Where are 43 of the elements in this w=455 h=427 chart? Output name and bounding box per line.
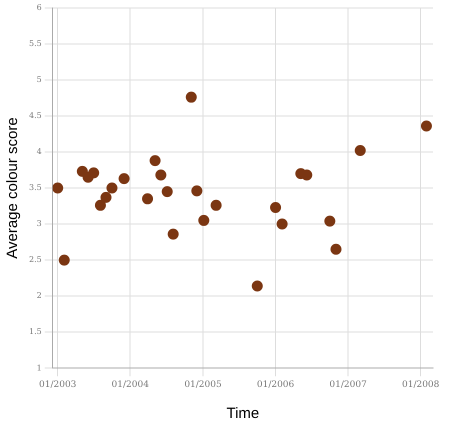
point: [420, 120, 432, 132]
point: [155, 170, 166, 181]
point: [58, 254, 70, 266]
x-tick-label: 01/2007: [329, 380, 368, 390]
x-axis-title: Time: [226, 405, 260, 422]
point: [210, 200, 222, 211]
point: [198, 214, 210, 226]
point: [142, 193, 154, 204]
point: [100, 192, 112, 203]
y-tick-label: 5.5: [28, 38, 42, 48]
x-tick-label: 01/2003: [38, 380, 77, 390]
point: [52, 182, 64, 194]
y-tick-label: 1.5: [28, 327, 42, 336]
y-tick-label: 2.5: [28, 255, 42, 264]
point: [88, 167, 100, 178]
x-tick-label: 01/2004: [112, 380, 150, 390]
point: [118, 173, 130, 184]
point: [324, 216, 336, 227]
point: [94, 200, 106, 211]
x-tick-label: 01/2006: [256, 380, 295, 390]
y-tick-label: 4: [36, 147, 42, 156]
point: [191, 185, 202, 196]
point: [354, 145, 366, 156]
point: [186, 92, 197, 103]
point: [162, 186, 173, 198]
y-axis-title: Average colour score: [4, 117, 22, 259]
y-tick-label: 3: [36, 219, 42, 228]
x-tick-label: 01/2005: [184, 380, 222, 390]
point: [330, 244, 342, 255]
y-tick-label: 2: [36, 291, 42, 300]
point: [270, 202, 282, 213]
point: [276, 218, 288, 230]
y-tick-label: 3.5: [28, 183, 42, 192]
y-tick-label: 4.5: [28, 111, 42, 120]
point: [150, 155, 161, 166]
point: [106, 182, 118, 194]
y-tick-label: 6: [36, 2, 42, 12]
point: [252, 280, 263, 292]
x-tick-label: 01/2008: [402, 380, 440, 390]
y-tick-label: 1: [36, 363, 42, 372]
point: [168, 228, 179, 240]
y-tick-label: 5: [36, 74, 42, 84]
point: [301, 170, 312, 181]
